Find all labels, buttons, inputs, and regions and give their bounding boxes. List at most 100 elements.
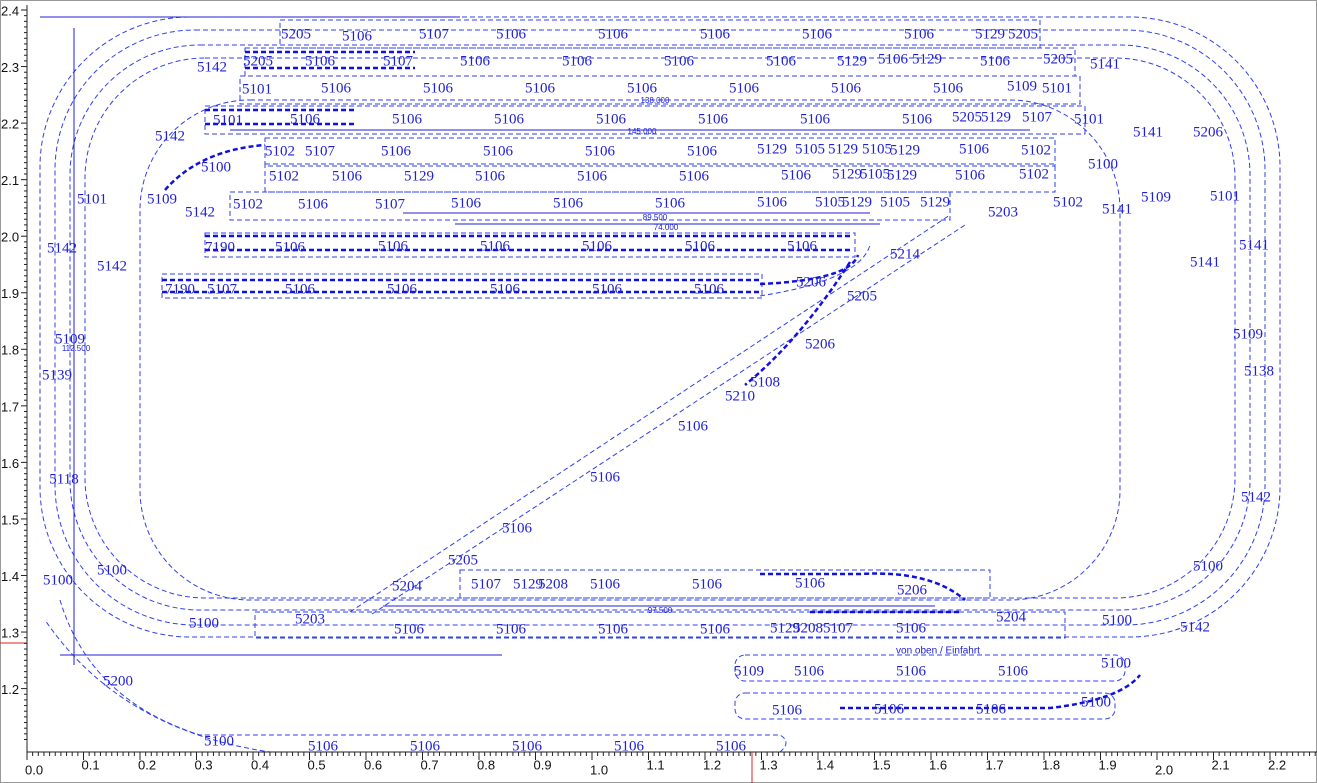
track-piece-label: 5106 (496, 26, 527, 42)
track-piece-label: 5106 (716, 738, 747, 754)
dimension-label: 145.000 (628, 127, 657, 136)
track-piece-label: 5129 (770, 620, 800, 636)
track-piece-label: 5105 (860, 166, 890, 182)
track-piece-label: 5106 (598, 26, 629, 42)
track-piece-label: 5106 (596, 111, 627, 127)
track-piece-label: 5106 (831, 80, 862, 96)
track-piece-label: 5106 (694, 281, 725, 297)
track-piece-label: 5106 (480, 238, 511, 254)
track-piece-label: 5102 (1021, 142, 1051, 158)
siding (279, 19, 1041, 49)
x-tick-label: 0.6 (364, 757, 382, 772)
track-piece-label: 5109 (147, 191, 177, 207)
track-piece-label: 5106 (392, 111, 423, 127)
y-tick-label: 2.4 (1, 3, 19, 18)
track-piece-label: 5109 (734, 663, 764, 679)
track-piece-label: 5106 (896, 663, 927, 679)
bold-tracks (162, 50, 1141, 710)
dimension-label: 89.500 (643, 213, 668, 222)
track-piece-label: 5129 (404, 168, 434, 184)
track-piece-label: 5106 (757, 194, 788, 210)
dimension-label: 112.500 (62, 344, 91, 353)
track-piece-label: 5106 (582, 238, 613, 254)
x-tick-label: 1.9 (1099, 757, 1117, 772)
track-piece-label: 5106 (321, 80, 352, 96)
annotation: von oben / Einfahrt (896, 646, 980, 657)
track-piece-label: 5106 (955, 167, 986, 183)
outer-loop (39, 16, 1281, 638)
measure-lines (40, 16, 1030, 665)
track-piece-label: 5106 (655, 195, 686, 211)
track-piece-label: 5101 (1042, 80, 1072, 96)
y-tick-label: 1.7 (1, 399, 19, 414)
track-piece-label: 5106 (766, 53, 797, 69)
track-piece-label: 5106 (687, 143, 718, 159)
track-piece-label: 5204 (392, 578, 423, 594)
track-piece-label: 5129 (890, 142, 920, 158)
track-piece-label: 5142 (97, 258, 127, 274)
dimension-label: 97.500 (648, 606, 673, 615)
y-tick-label: 2.1 (1, 173, 19, 188)
track-piece-label: 5129 (912, 51, 942, 67)
labels: 5205 5106 5107 5106 5106 5106 5106 5106 5129 5205… (42, 26, 1274, 754)
track-piece-label: 5106 (285, 281, 316, 297)
track-piece-label: 5138 (1244, 363, 1274, 379)
track-piece-label: 5107 (375, 196, 406, 212)
track-piece-label: 5106 (298, 196, 329, 212)
track-piece-label: 5129 (981, 109, 1011, 125)
track-piece-label: 5107 (823, 620, 854, 636)
track-piece-label: 5106 (378, 238, 409, 254)
track-piece-label: 5106 (590, 469, 621, 485)
track-piece-label: 5106 (460, 53, 491, 69)
x-tick-label: 0.9 (534, 757, 552, 772)
track-piece-label: 5100 (1081, 694, 1111, 710)
track-piece-label: 5142 (197, 59, 227, 75)
siding (734, 692, 1116, 720)
x-tick-label: 0.7 (421, 757, 439, 772)
track-piece-label: 5208 (538, 576, 568, 592)
track-piece-label: 5106 (874, 701, 905, 717)
track-piece-label: 5106 (332, 168, 363, 184)
track-piece-label: 5106 (700, 26, 731, 42)
track-piece-label: 5206 (1193, 124, 1224, 140)
track-piece-label: 5106 (451, 195, 482, 211)
track-piece-label: 5141 (1133, 124, 1163, 140)
x-tick-label: 0.2 (138, 757, 156, 772)
track-piece-label: 5206 (897, 582, 928, 598)
track-piece-label: 5106 (685, 238, 716, 254)
track-piece-label: 5101 (213, 112, 243, 128)
track-piece-label: 5106 (794, 663, 825, 679)
track-piece-label: 5106 (490, 281, 521, 297)
track-piece-label: 5106 (896, 620, 927, 636)
track-piece-label: 5106 (933, 80, 964, 96)
track-piece-label: 5107 (383, 53, 414, 69)
track-piece-label: 5106 (275, 239, 306, 255)
track-piece-label: 5109 (55, 331, 85, 347)
track-piece-label: 5106 (553, 195, 584, 211)
y-tick-label: 1.3 (1, 625, 19, 640)
lower-stub (44, 599, 787, 753)
x-tick-label: 1.8 (1042, 757, 1060, 772)
track-piece-label: 5106 (679, 168, 710, 184)
track-piece-label: 7190 (205, 239, 235, 255)
track-piece-label: 5100 (1102, 612, 1132, 628)
track-piece-label: 5100 (201, 159, 231, 175)
track-piece-label: 5142 (1241, 489, 1271, 505)
track-piece-label: 5106 (700, 621, 731, 637)
track-piece-label: 5105 (862, 141, 892, 157)
track-piece-label: 5107 (305, 143, 336, 159)
track-piece-label: 5106 (802, 26, 833, 42)
track-piece-label: 5107 (1022, 109, 1053, 125)
x-tick-label: 1.7 (986, 757, 1004, 772)
track-piece-label: 5142 (185, 204, 215, 220)
track-piece-label: 5203 (988, 204, 1018, 220)
track-piece-label: 5109 (1141, 189, 1171, 205)
track-piece-label: 5106 (998, 663, 1029, 679)
track-piece-label: 5106 (525, 80, 556, 96)
track-piece-label: 5105 (815, 194, 845, 210)
track-piece-label: 5105 (795, 141, 825, 157)
track-piece-label: 5101 (77, 191, 107, 207)
track-piece-label: 5106 (394, 621, 425, 637)
